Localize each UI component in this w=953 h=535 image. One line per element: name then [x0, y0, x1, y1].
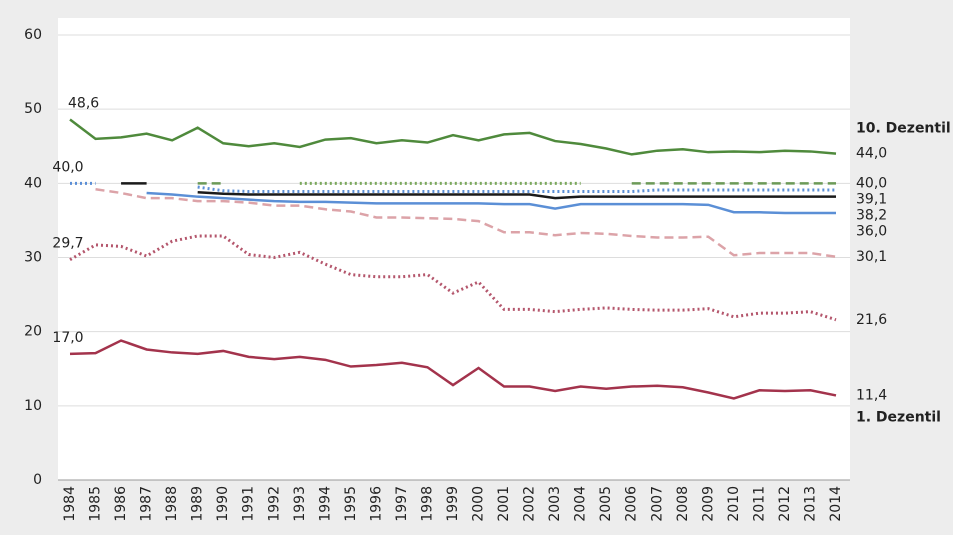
y-tick-label: 10 — [24, 398, 42, 414]
x-tick-label: 2006 — [624, 486, 640, 522]
x-tick-label: 2011 — [751, 486, 767, 522]
y-tick-label: 50 — [24, 101, 42, 117]
x-tick-label: 1997 — [394, 486, 410, 522]
y-tick-label: 30 — [24, 250, 42, 266]
x-tick-label: 2009 — [700, 486, 716, 522]
x-tick-label: 1994 — [317, 486, 333, 522]
x-tick-label: 1990 — [215, 486, 231, 522]
y-tick-label: 20 — [24, 324, 42, 340]
plot-area — [58, 18, 850, 480]
value-label: 30,1 — [856, 249, 887, 265]
x-tick-label: 1989 — [190, 486, 206, 522]
x-tick-label: 1998 — [419, 486, 435, 522]
x-tick-label: 2007 — [649, 486, 665, 522]
value-label: 40,0 — [856, 175, 887, 191]
y-tick-label: 0 — [33, 472, 42, 488]
value-label: 44,0 — [856, 146, 887, 162]
x-tick-label: 2005 — [598, 486, 614, 522]
series-line — [70, 181, 836, 193]
value-label: 29,7 — [52, 236, 83, 252]
x-tick-label: 2014 — [828, 486, 844, 522]
series-name: 1. Dezentil — [856, 409, 941, 425]
series-line — [146, 191, 836, 215]
x-tick-label: 2010 — [726, 486, 742, 522]
value-label: 40,0 — [52, 159, 83, 175]
value-label: 39,1 — [856, 191, 887, 207]
x-tick-label: 2012 — [777, 486, 793, 522]
value-label: 36,0 — [856, 223, 887, 239]
x-tick-label: 1993 — [292, 486, 308, 522]
series-line — [121, 182, 836, 200]
x-tick-label: 1985 — [88, 486, 104, 522]
series-name: 10. Dezentil — [856, 121, 951, 137]
y-tick-label: 60 — [24, 27, 42, 43]
x-tick-label: 1986 — [113, 486, 129, 522]
x-tick-label: 1988 — [164, 486, 180, 522]
series-line — [69, 339, 837, 400]
x-tick-label: 2008 — [675, 486, 691, 522]
value-label: 48,6 — [68, 96, 99, 112]
x-tick-label: 2001 — [496, 486, 512, 522]
x-tick-label: 1996 — [368, 486, 384, 522]
x-tick-label: 2004 — [573, 486, 589, 522]
x-tick-label: 1987 — [139, 486, 155, 522]
series-line — [69, 234, 837, 322]
x-tick-label: 1984 — [62, 486, 78, 522]
x-tick-label: 2013 — [802, 486, 818, 522]
value-label: 17,0 — [52, 330, 83, 346]
value-label: 21,6 — [856, 312, 887, 328]
x-tick-label: 1999 — [445, 486, 461, 522]
value-label: 38,2 — [856, 207, 887, 223]
series-line — [69, 118, 837, 156]
x-tick-label: 2000 — [471, 486, 487, 522]
x-tick-label: 2002 — [522, 486, 538, 522]
y-tick-label: 40 — [24, 175, 42, 191]
series-line — [95, 188, 837, 258]
x-tick-label: 2003 — [547, 486, 563, 522]
x-tick-label: 1991 — [241, 486, 257, 522]
value-label: 11,4 — [856, 387, 887, 403]
x-tick-label: 1995 — [343, 486, 359, 522]
x-tick-label: 1992 — [266, 486, 282, 522]
